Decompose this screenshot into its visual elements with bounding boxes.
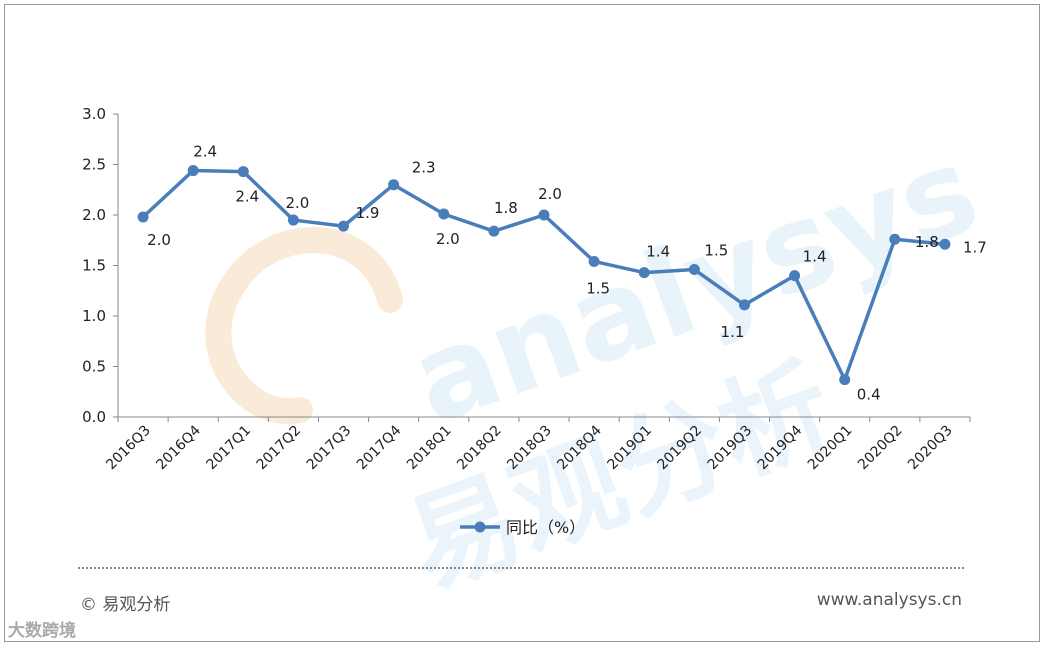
data-label: 2.0 [147, 231, 171, 249]
chart-frame [4, 4, 1040, 642]
data-label: 1.5 [586, 279, 610, 297]
data-point [287, 214, 299, 226]
y-tick-label: 0.0 [82, 408, 106, 426]
x-tick-label: 2017Q4 [354, 422, 405, 473]
x-tick-label: 2020Q2 [855, 423, 906, 474]
data-labels: 2.0 2.4 2.4 2.0 1.9 2.3 2.0 1.8 2.0 1.5 1.4 1.5 1.1 1… [147, 143, 987, 404]
data-point [839, 374, 851, 386]
footer-url[interactable]: www.analysys.cn [816, 590, 962, 610]
data-label: 1.4 [803, 248, 827, 266]
x-tick-label: 2020Q3 [905, 423, 956, 474]
legend-marker [474, 521, 486, 533]
data-point [388, 179, 400, 191]
legend: 同比（%） [460, 518, 585, 537]
data-label: 2.4 [235, 188, 259, 206]
y-tick-label: 1.0 [82, 307, 106, 325]
data-label: 1.5 [704, 242, 728, 260]
data-label: 2.0 [436, 230, 460, 248]
footer-divider [78, 567, 964, 569]
data-point [638, 267, 650, 279]
y-axis-ticks: 0.0 0.5 1.0 1.5 2.0 2.5 3.0 [82, 105, 118, 426]
y-tick-label: 0.5 [82, 358, 106, 376]
data-point [438, 208, 450, 220]
x-tick-label: 2016Q3 [103, 423, 154, 474]
data-point [588, 255, 600, 267]
y-tick-label: 2.0 [82, 206, 106, 224]
data-label: 1.1 [721, 323, 745, 341]
x-tick-label: 2016Q4 [153, 422, 204, 473]
x-tick-label: 2017Q2 [254, 423, 305, 474]
data-point [939, 238, 951, 250]
data-label: 1.8 [915, 233, 939, 251]
data-point [738, 299, 750, 311]
data-label: 2.3 [412, 159, 436, 177]
watermark-swoosh [205, 227, 403, 425]
data-label: 2.0 [538, 185, 562, 203]
data-point [237, 166, 249, 178]
data-point [538, 209, 550, 221]
data-point [338, 220, 350, 232]
data-point [688, 264, 700, 276]
legend-label: 同比（%） [506, 518, 585, 537]
data-point [187, 165, 199, 177]
data-label: 1.9 [356, 204, 380, 222]
data-point [789, 270, 801, 282]
footer-source: © 易观分析 [80, 595, 171, 615]
y-tick-label: 1.5 [82, 257, 106, 275]
y-tick-label: 3.0 [82, 105, 106, 123]
data-point [488, 225, 500, 237]
x-tick-label: 2017Q1 [204, 423, 255, 474]
data-label: 2.0 [285, 194, 309, 212]
corner-watermark: 大数跨境 [8, 621, 76, 641]
series-group [137, 165, 951, 386]
data-label: 1.8 [494, 199, 518, 217]
data-label: 0.4 [857, 386, 881, 404]
data-label: 1.7 [963, 238, 987, 256]
x-tick-label: 2017Q3 [304, 423, 355, 474]
data-point [137, 211, 149, 223]
y-tick-label: 2.5 [82, 156, 106, 174]
data-label: 1.4 [646, 243, 670, 261]
data-label: 2.4 [193, 143, 217, 161]
data-point [889, 233, 901, 245]
